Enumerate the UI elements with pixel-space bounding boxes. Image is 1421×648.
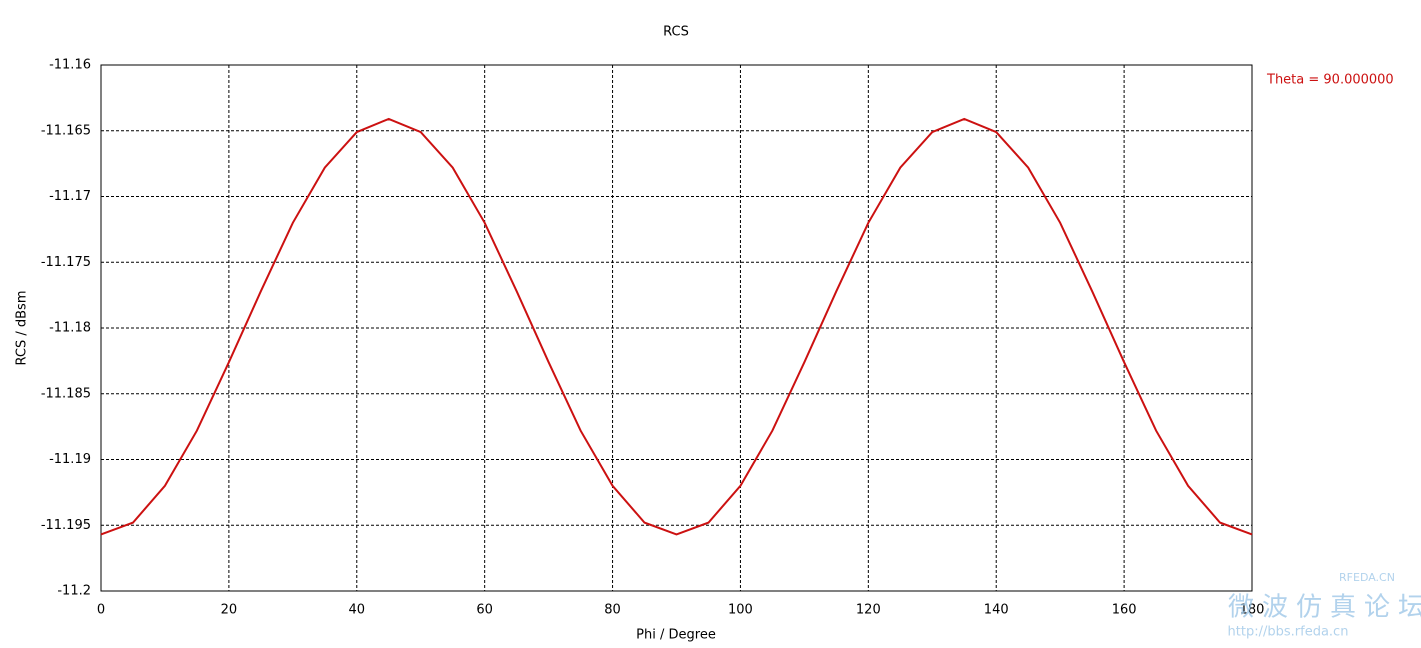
plot-frame [100,64,1253,592]
y-tick-label: -11.185 [41,386,91,401]
x-tick-label: 140 [984,603,1009,618]
x-tick-label: 120 [856,603,881,618]
y-tick-label: -11.175 [41,255,91,270]
x-tick-label: 40 [349,603,366,618]
watermark: http://bbs.rfeda.cn [1228,625,1349,640]
data-line [100,117,1253,536]
legend-entry: Theta = 90.000000 [1266,73,1394,88]
x-tick-label: 100 [728,603,753,618]
x-tick-label: 180 [1240,603,1265,618]
watermark: RFEDA.CN [1339,571,1395,584]
y-axis-label: RCS / dBsm [15,291,30,366]
y-tick-label: -11.17 [49,189,91,204]
y-tick-label: -11.19 [49,452,91,467]
y-tick-label: -11.165 [41,123,91,138]
watermark: 微波仿真论坛 [1228,593,1421,623]
x-axis-label: Phi / Degree [636,628,716,643]
x-tick-label: 0 [97,603,105,618]
x-tick-label: 160 [1112,603,1137,618]
x-tick-label: 60 [476,603,493,618]
y-tick-label: -11.18 [49,321,91,336]
y-tick-label: -11.16 [49,58,91,73]
x-tick-label: 20 [221,603,238,618]
chart-title: RCS [663,25,689,40]
y-tick-label: -11.2 [57,584,91,599]
x-tick-label: 80 [604,603,621,618]
y-tick-label: -11.195 [41,518,91,533]
